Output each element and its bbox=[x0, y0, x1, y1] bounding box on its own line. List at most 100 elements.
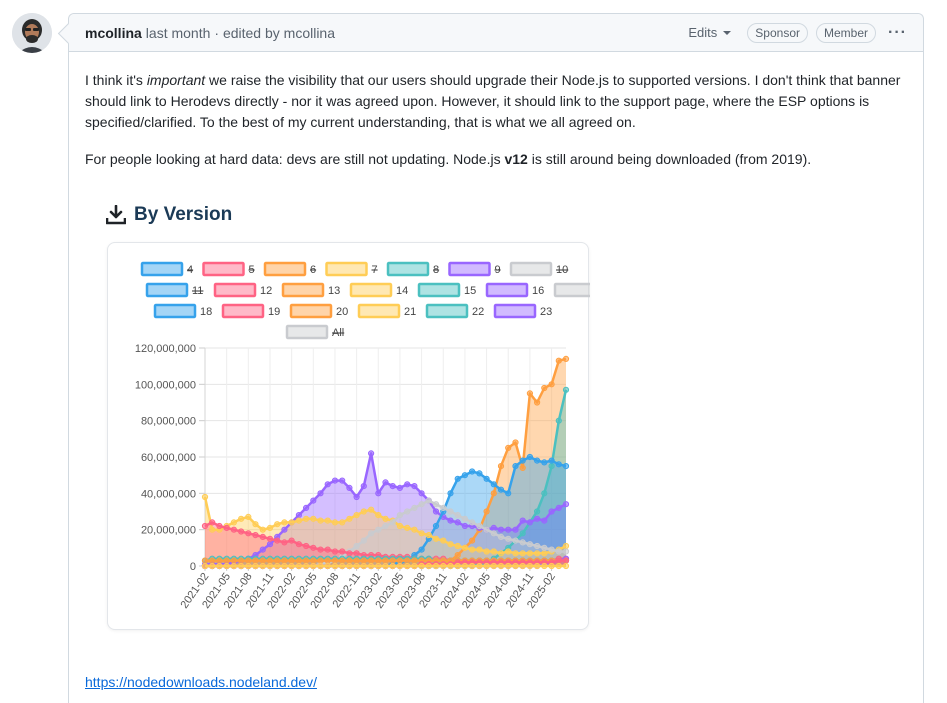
data-point[interactable] bbox=[331, 548, 339, 555]
data-point[interactable] bbox=[476, 562, 483, 570]
data-point[interactable] bbox=[310, 562, 317, 570]
data-point[interactable] bbox=[490, 524, 497, 531]
data-point[interactable] bbox=[483, 548, 490, 555]
data-point[interactable] bbox=[541, 384, 548, 392]
data-point[interactable] bbox=[497, 486, 505, 493]
data-point[interactable] bbox=[490, 530, 497, 537]
data-point[interactable] bbox=[555, 417, 562, 424]
data-point[interactable] bbox=[411, 483, 418, 490]
data-point[interactable] bbox=[353, 557, 360, 564]
data-point[interactable] bbox=[201, 493, 209, 501]
data-point[interactable] bbox=[534, 550, 541, 557]
data-point[interactable] bbox=[331, 519, 339, 526]
data-point[interactable] bbox=[505, 548, 512, 555]
data-point[interactable] bbox=[288, 557, 295, 564]
data-point[interactable] bbox=[281, 539, 288, 546]
data-point[interactable] bbox=[425, 532, 432, 539]
legend-item-7[interactable]: 7 bbox=[325, 261, 378, 277]
data-point[interactable] bbox=[526, 519, 533, 526]
legend-item-18[interactable]: 18 bbox=[153, 303, 212, 319]
data-point[interactable] bbox=[201, 557, 209, 564]
data-point[interactable] bbox=[454, 512, 461, 519]
data-point[interactable] bbox=[483, 508, 490, 515]
data-point[interactable] bbox=[469, 562, 476, 570]
data-point[interactable] bbox=[404, 524, 411, 531]
data-point[interactable] bbox=[562, 355, 570, 363]
data-point[interactable] bbox=[555, 557, 562, 564]
data-point[interactable] bbox=[497, 526, 505, 533]
legend-item-23[interactable]: 23 bbox=[493, 303, 552, 319]
more-options-icon[interactable]: ··· bbox=[888, 23, 907, 41]
data-point[interactable] bbox=[404, 562, 411, 570]
data-point[interactable] bbox=[245, 513, 252, 520]
data-point[interactable] bbox=[512, 526, 519, 533]
data-point[interactable] bbox=[497, 550, 505, 557]
data-point[interactable] bbox=[505, 490, 512, 497]
data-point[interactable] bbox=[461, 544, 468, 551]
data-point[interactable] bbox=[274, 557, 281, 564]
data-point[interactable] bbox=[201, 562, 209, 570]
comment-time[interactable]: last month bbox=[145, 24, 211, 41]
data-point[interactable] bbox=[411, 504, 418, 511]
data-point[interactable] bbox=[238, 562, 245, 570]
data-point[interactable] bbox=[346, 484, 353, 491]
data-point[interactable] bbox=[223, 562, 230, 570]
data-point[interactable] bbox=[526, 550, 533, 557]
data-point[interactable] bbox=[382, 557, 389, 564]
data-point[interactable] bbox=[281, 519, 288, 526]
data-point[interactable] bbox=[331, 477, 339, 484]
data-point[interactable] bbox=[519, 464, 526, 471]
data-point[interactable] bbox=[396, 512, 403, 519]
data-point[interactable] bbox=[440, 562, 447, 570]
data-point[interactable] bbox=[303, 557, 310, 564]
data-point[interactable] bbox=[396, 562, 403, 570]
data-point[interactable] bbox=[238, 515, 245, 522]
data-point[interactable] bbox=[295, 541, 302, 548]
data-point[interactable] bbox=[396, 522, 403, 530]
data-point[interactable] bbox=[230, 526, 238, 533]
legend-item-20[interactable]: 20 bbox=[289, 303, 348, 319]
data-point[interactable] bbox=[454, 552, 461, 559]
data-point[interactable] bbox=[317, 490, 324, 497]
data-point[interactable] bbox=[562, 386, 570, 393]
data-point[interactable] bbox=[526, 562, 533, 570]
data-point[interactable] bbox=[339, 562, 346, 570]
data-point[interactable] bbox=[555, 562, 562, 570]
data-point[interactable] bbox=[555, 548, 562, 555]
data-point[interactable] bbox=[295, 562, 302, 570]
data-point[interactable] bbox=[295, 512, 302, 519]
data-point[interactable] bbox=[461, 562, 468, 570]
data-point[interactable] bbox=[396, 557, 403, 564]
data-point[interactable] bbox=[238, 557, 245, 564]
data-point[interactable] bbox=[259, 546, 266, 553]
author-avatar[interactable] bbox=[12, 13, 52, 53]
legend-item-17[interactable]: 17 bbox=[553, 282, 612, 298]
data-point[interactable] bbox=[368, 530, 375, 537]
data-point[interactable] bbox=[245, 562, 252, 570]
data-point[interactable] bbox=[440, 537, 447, 544]
data-point[interactable] bbox=[512, 537, 519, 544]
data-point[interactable] bbox=[548, 463, 555, 470]
data-point[interactable] bbox=[454, 519, 461, 526]
data-point[interactable] bbox=[252, 532, 259, 539]
data-point[interactable] bbox=[259, 557, 266, 564]
data-point[interactable] bbox=[310, 557, 317, 564]
legend-item-11[interactable]: 11 bbox=[145, 282, 203, 298]
legend-item-15[interactable]: 15 bbox=[417, 282, 476, 298]
data-point[interactable] bbox=[505, 562, 512, 570]
data-point[interactable] bbox=[266, 524, 274, 531]
legend-item-All[interactable]: All bbox=[285, 324, 344, 340]
data-point[interactable] bbox=[238, 528, 245, 535]
data-point[interactable] bbox=[541, 459, 548, 466]
data-point[interactable] bbox=[534, 542, 541, 550]
data-point[interactable] bbox=[368, 450, 375, 457]
edits-dropdown[interactable]: Edits bbox=[688, 25, 732, 40]
data-point[interactable] bbox=[310, 497, 317, 504]
data-point[interactable] bbox=[303, 504, 310, 511]
data-point[interactable] bbox=[476, 470, 483, 477]
data-point[interactable] bbox=[512, 439, 519, 446]
data-point[interactable] bbox=[216, 562, 223, 570]
data-point[interactable] bbox=[534, 515, 541, 522]
data-point[interactable] bbox=[223, 524, 230, 531]
data-point[interactable] bbox=[295, 557, 302, 564]
